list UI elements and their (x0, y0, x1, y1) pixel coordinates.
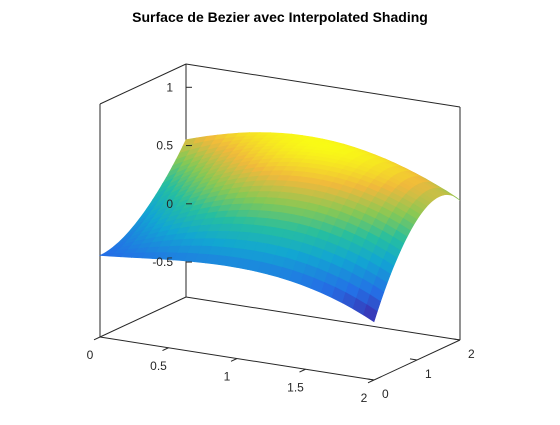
y-tick-label: 0 (382, 387, 389, 401)
x-tick-label: 0 (87, 348, 94, 362)
z-tick-label: 1 (166, 80, 173, 94)
box-edge (99, 63, 187, 105)
axis-ticks: 00.511.52 012-0.500.51 (87, 80, 475, 405)
box-edge (185, 63, 461, 108)
y-tick-mark (409, 358, 418, 361)
axes-box-back (99, 63, 461, 341)
x-tick-mark (230, 358, 238, 362)
x-tick-label: 0.5 (150, 359, 167, 373)
surface-patch (363, 304, 378, 323)
y-tick-label: 1 (425, 367, 432, 381)
box-edge (99, 296, 187, 338)
x-tick-label: 1 (224, 370, 231, 384)
z-tick-label: 0 (166, 197, 173, 211)
y-tick-label: 2 (468, 347, 475, 361)
x-tick-mark (93, 336, 101, 341)
x-tick-label: 1.5 (287, 380, 304, 394)
x-tick-mark (299, 368, 306, 373)
chart-title: Surface de Bezier avec Interpolated Shad… (132, 9, 428, 25)
y-tick-mark (452, 338, 461, 341)
z-tick-label: -0.5 (152, 255, 173, 269)
x-tick-mark (162, 347, 169, 351)
box-edge (185, 296, 461, 341)
x-tick-mark (367, 379, 375, 384)
z-tick-label: 0.5 (156, 139, 173, 153)
x-tick-label: 2 (361, 391, 368, 405)
y-tick-mark (366, 378, 375, 381)
bezier-surface (98, 132, 461, 323)
